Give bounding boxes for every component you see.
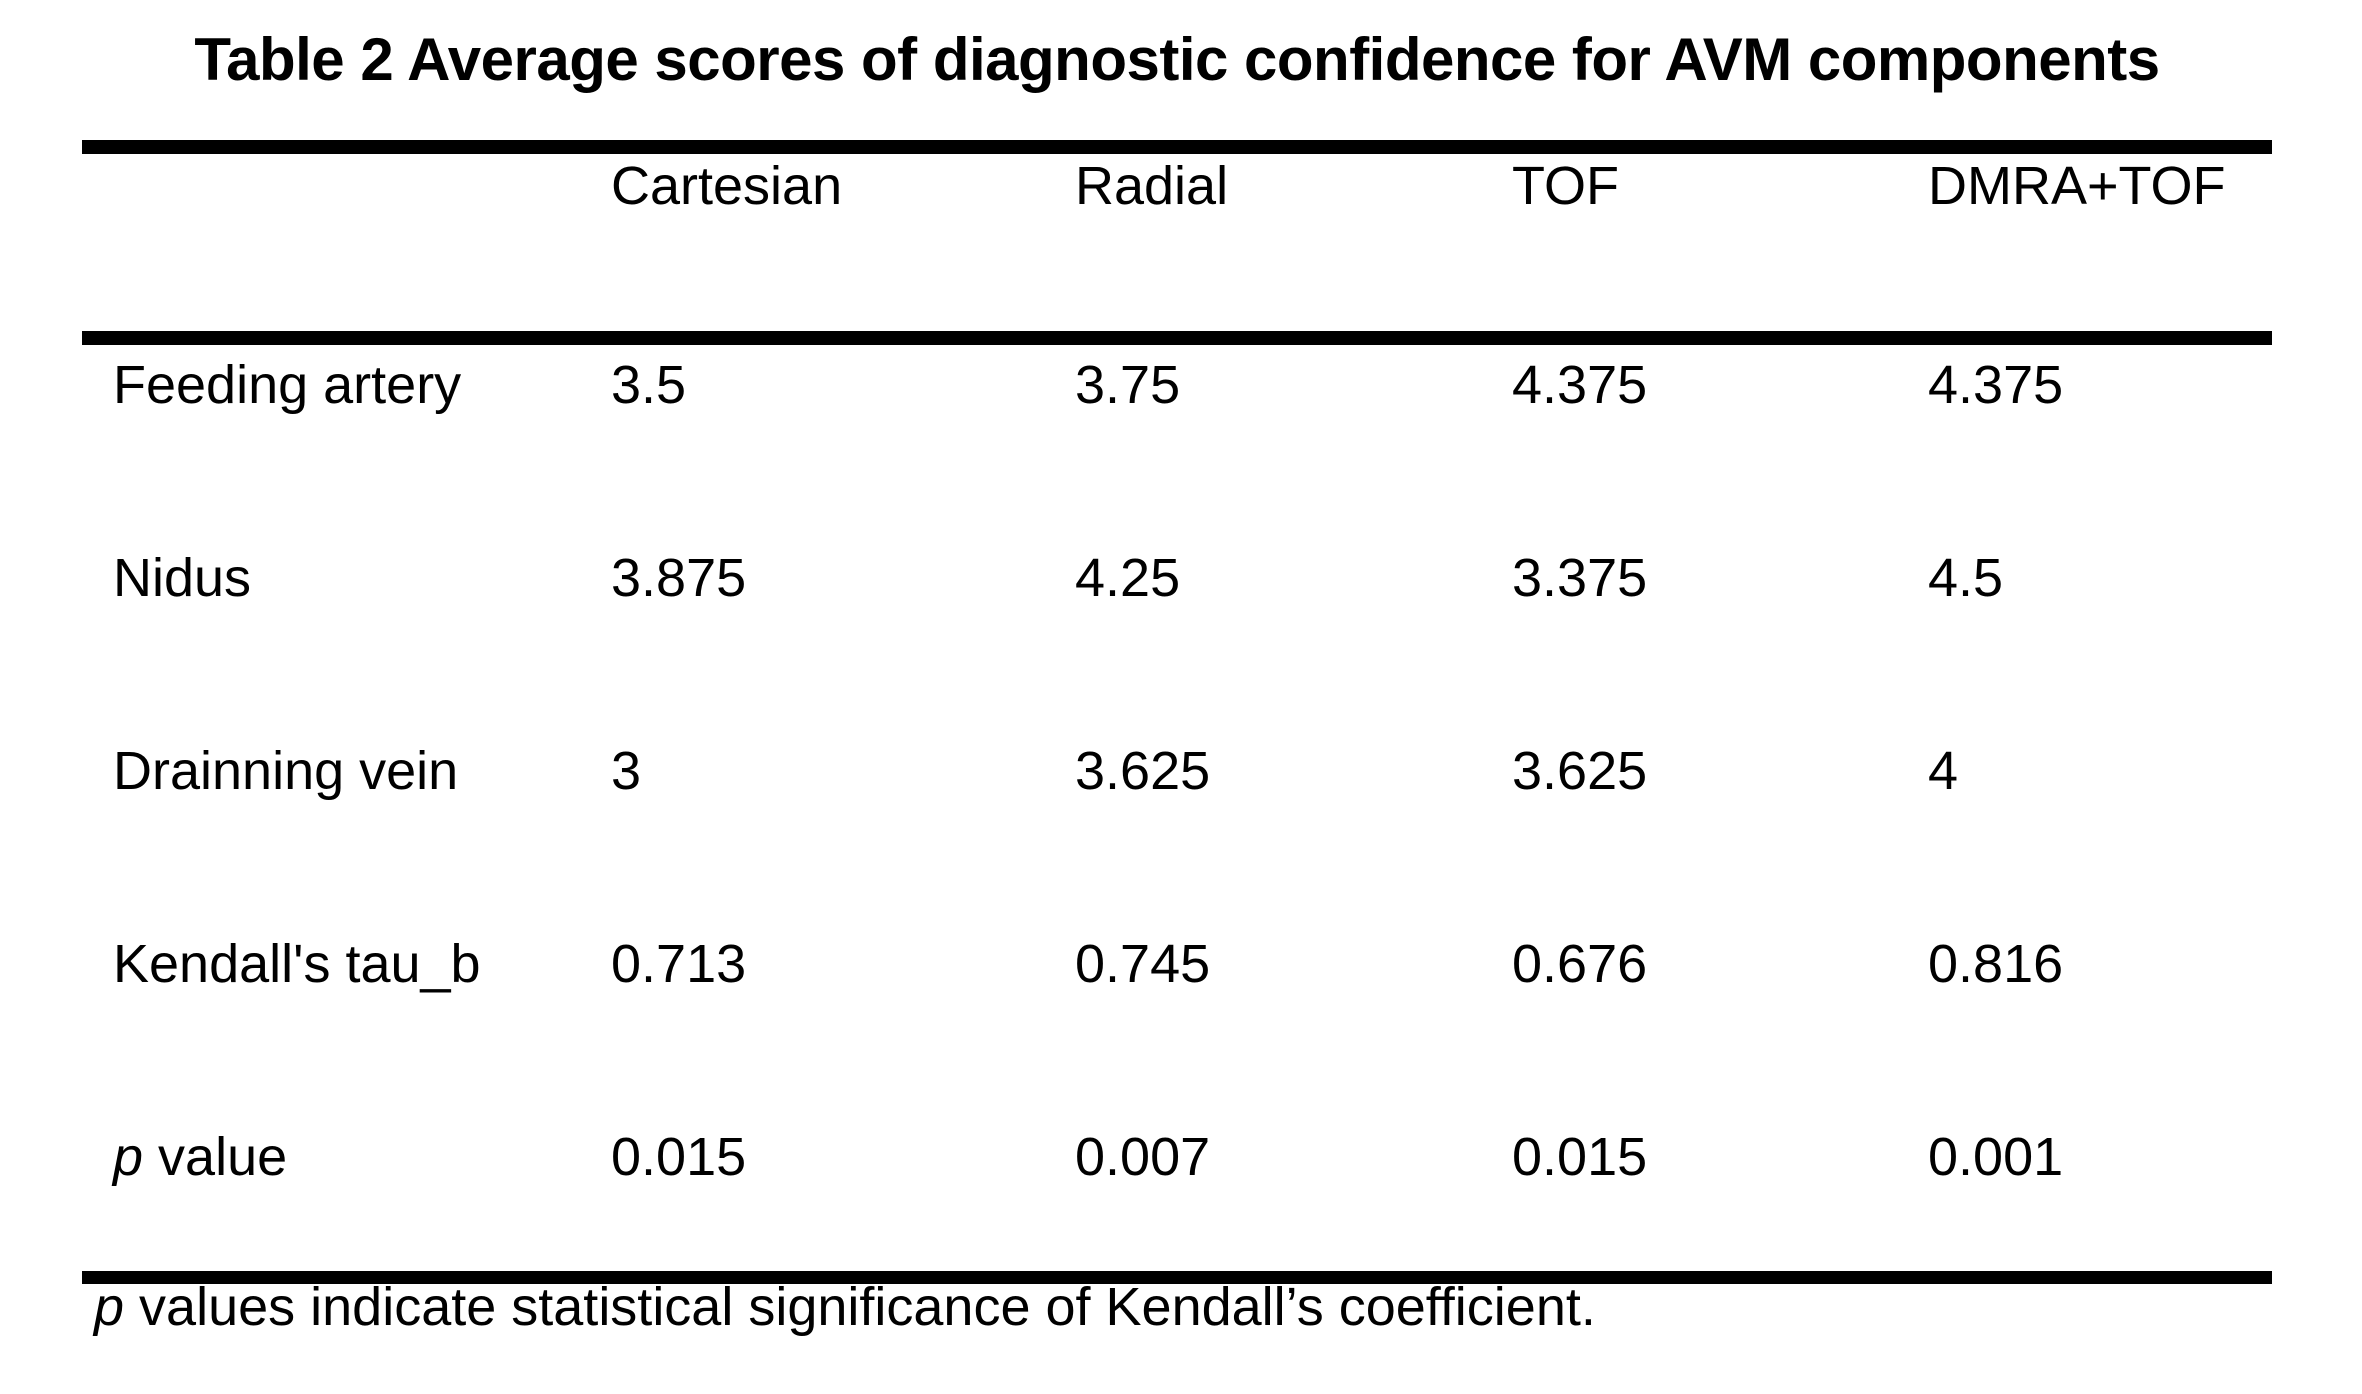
footnote-p-italic: p <box>94 1277 125 1337</box>
cell-value: 4.5 <box>1928 548 2004 608</box>
table-row-feeding-artery: Feeding artery 3.5 3.75 4.375 4.375 <box>0 352 2362 418</box>
table-header-rule <box>82 331 2272 345</box>
cell-value: 3.875 <box>611 548 747 608</box>
cell-value: 3.625 <box>1512 741 1648 801</box>
table-row-p-value: p value 0.015 0.007 0.015 0.001 <box>0 1124 2362 1190</box>
cell-value: 3.375 <box>1512 548 1648 608</box>
row-label: Feeding artery <box>113 355 462 415</box>
cell-value: 4.375 <box>1512 355 1648 415</box>
row-label: Nidus <box>113 548 252 608</box>
row-label-rest: value <box>143 1127 288 1187</box>
cell-value: 4.375 <box>1928 355 2064 415</box>
cell-value: 0.001 <box>1928 1127 2064 1187</box>
row-label: Drainning vein <box>113 741 459 801</box>
table-header-row: Cartesian Radial TOF DMRA+TOF <box>0 153 2362 219</box>
table-top-rule <box>82 140 2272 154</box>
table-row-kendalls-tau-b: Kendall's tau_b 0.713 0.745 0.676 0.816 <box>0 931 2362 997</box>
cell-value: 0.007 <box>1075 1127 1211 1187</box>
cell-value: 0.015 <box>611 1127 747 1187</box>
table-bottom-rule <box>82 1271 2272 1284</box>
cell-value: 4.25 <box>1075 548 1181 608</box>
cell-value: 0.676 <box>1512 934 1648 994</box>
row-label: Kendall's tau_b <box>113 934 481 994</box>
column-header-cartesian: Cartesian <box>611 156 843 216</box>
table-footnote: p values indicate statistical significan… <box>94 1274 1596 1340</box>
column-header-tof: TOF <box>1512 156 1619 216</box>
table-row-nidus: Nidus 3.875 4.25 3.375 4.5 <box>0 545 2362 611</box>
footnote-text: values indicate statistical significance… <box>124 1277 1596 1337</box>
table-row-drainning-vein: Drainning vein 3 3.625 3.625 4 <box>0 738 2362 804</box>
column-header-dmra-tof: DMRA+TOF <box>1928 156 2226 216</box>
cell-value: 3.625 <box>1075 741 1211 801</box>
cell-value: 4 <box>1928 741 1959 801</box>
cell-value: 0.015 <box>1512 1127 1648 1187</box>
row-label: p value <box>113 1124 287 1190</box>
cell-value: 3.5 <box>611 355 687 415</box>
cell-value: 3.75 <box>1075 355 1181 415</box>
cell-value: 0.745 <box>1075 934 1211 994</box>
cell-value: 0.713 <box>611 934 747 994</box>
table-title: Table 2 Average scores of diagnostic con… <box>194 26 2160 93</box>
column-header-radial: Radial <box>1075 156 1229 216</box>
cell-value: 0.816 <box>1928 934 2064 994</box>
cell-value: 3 <box>611 741 642 801</box>
p-italic: p <box>113 1127 144 1187</box>
